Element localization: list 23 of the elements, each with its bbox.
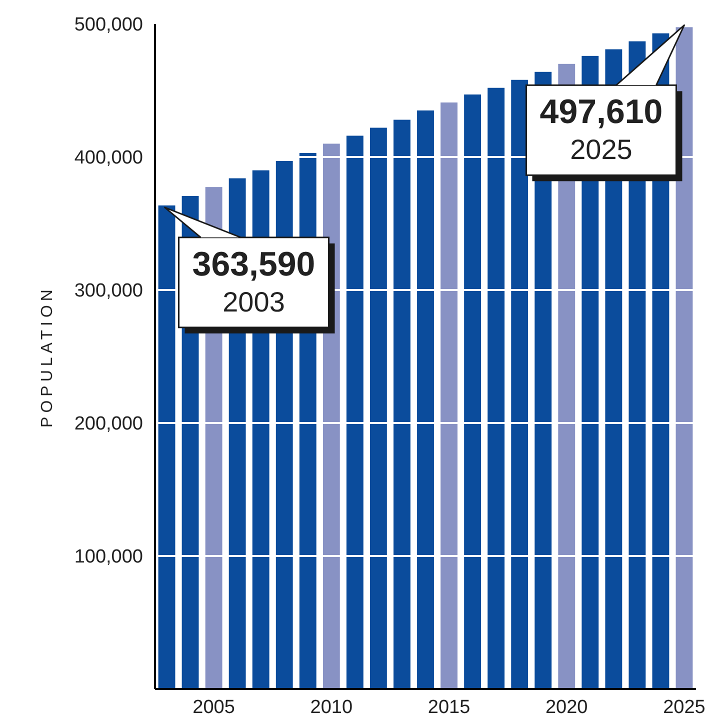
x-tick-label: 2015 <box>428 697 470 718</box>
bar <box>440 102 458 689</box>
x-tick-label: 2025 <box>663 697 706 718</box>
bar <box>464 94 482 689</box>
y-tick-label: 200,000 <box>74 414 143 435</box>
y-tick-label: 400,000 <box>74 148 143 169</box>
y-tick-label: 500,000 <box>74 14 143 36</box>
bar <box>676 27 693 689</box>
x-tick-label: 2020 <box>545 697 588 718</box>
y-tick-label: 300,000 <box>74 280 143 302</box>
bar <box>488 88 505 689</box>
bar <box>394 120 410 689</box>
bar <box>158 205 176 689</box>
y-tick-label: 100,000 <box>74 546 143 568</box>
bar <box>346 136 364 689</box>
annotation: 363,590 2003 <box>192 245 316 318</box>
bar <box>370 128 387 689</box>
annotation: 497,610 2025 <box>540 93 663 166</box>
y-axis-title: POPULATION <box>39 286 56 428</box>
bar <box>417 110 434 689</box>
x-tick-label: 2010 <box>310 697 353 718</box>
bar <box>511 80 528 689</box>
x-tick-label: 2005 <box>192 697 235 718</box>
